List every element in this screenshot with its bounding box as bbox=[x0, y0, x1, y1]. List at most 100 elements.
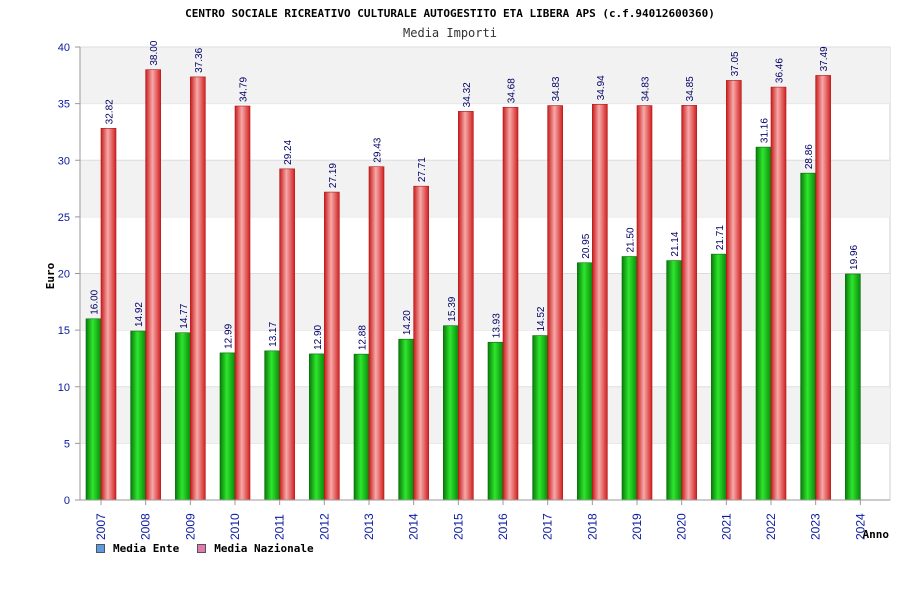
data-label: 34.94 bbox=[596, 75, 607, 100]
bar-media-ente-2014 bbox=[398, 338, 414, 501]
bar-media-nazionale-2019 bbox=[636, 105, 653, 501]
bar-media-ente-2012 bbox=[309, 353, 325, 501]
y-tick-label: 25 bbox=[58, 212, 70, 224]
bar-media-nazionale-2020 bbox=[681, 105, 697, 501]
data-label: 19.96 bbox=[849, 244, 860, 269]
bar-media-ente-2022 bbox=[755, 146, 772, 501]
bar-media-nazionale-2023 bbox=[815, 75, 831, 501]
data-label: 14.77 bbox=[179, 303, 190, 328]
legend-item-media-ente: Media Ente bbox=[96, 542, 179, 555]
y-axis-label: Euro bbox=[44, 262, 57, 289]
y-tick-label: 30 bbox=[58, 155, 70, 167]
data-label: 34.68 bbox=[507, 78, 518, 103]
x-axis: 2007 2008 2009 2010 2011 2012 2013 2014 2015 2016… bbox=[80, 499, 890, 540]
legend-swatch-icon bbox=[96, 544, 105, 553]
grid-band bbox=[80, 273, 890, 331]
legend-label: Media Nazionale bbox=[214, 542, 314, 555]
bar-media-ente-2013 bbox=[353, 353, 370, 501]
y-tick-label: 5 bbox=[64, 438, 70, 450]
plot-background bbox=[79, 46, 891, 501]
y-tick-label: 35 bbox=[58, 99, 70, 111]
data-label: 34.83 bbox=[551, 76, 562, 101]
data-label: 29.24 bbox=[283, 139, 294, 164]
bar-media-ente-2021 bbox=[711, 253, 727, 501]
data-label: 13.17 bbox=[268, 321, 279, 346]
x-tick-label: 2022 bbox=[764, 513, 778, 540]
data-label: 32.82 bbox=[105, 99, 116, 124]
data-label: 12.90 bbox=[313, 324, 324, 349]
data-label: 27.71 bbox=[417, 157, 428, 182]
x-tick-label: 2008 bbox=[139, 513, 153, 540]
data-label: 34.85 bbox=[685, 76, 696, 101]
data-label: 14.20 bbox=[402, 310, 413, 335]
data-label: 21.14 bbox=[670, 231, 681, 256]
bar-media-nazionale-2016 bbox=[502, 106, 519, 501]
data-label: 15.39 bbox=[447, 296, 458, 321]
bar-media-ente-2016 bbox=[487, 341, 504, 501]
bar-media-ente-2015 bbox=[443, 325, 459, 501]
chart-subtitle: Media Importi bbox=[403, 26, 497, 40]
x-tick-label: 2015 bbox=[451, 513, 465, 540]
data-label: 37.49 bbox=[819, 46, 830, 71]
legend-item-media-nazionale: Media Nazionale bbox=[197, 542, 314, 555]
data-label: 27.19 bbox=[328, 163, 339, 188]
bar-media-ente-2017 bbox=[532, 335, 548, 501]
y-tick-label: 15 bbox=[58, 325, 70, 337]
bar-media-nazionale-2017 bbox=[547, 105, 563, 501]
bar-media-nazionale-2022 bbox=[770, 86, 787, 501]
legend: Media Ente Media Nazionale bbox=[96, 542, 314, 555]
x-tick-label: 2024 bbox=[853, 513, 867, 540]
bar-media-nazionale-2018 bbox=[592, 104, 608, 501]
bar-media-ente-2020 bbox=[666, 260, 682, 501]
data-label: 12.99 bbox=[224, 323, 235, 348]
bar-media-nazionale-2009 bbox=[190, 76, 206, 501]
bar-media-ente-2011 bbox=[264, 350, 280, 501]
bar-media-ente-2009 bbox=[175, 332, 191, 501]
grid-band bbox=[80, 47, 890, 104]
data-label: 29.43 bbox=[373, 137, 384, 162]
bar-media-nazionale-2015 bbox=[458, 111, 474, 501]
data-label: 12.88 bbox=[358, 325, 369, 350]
legend-label: Media Ente bbox=[113, 542, 180, 555]
bar-media-nazionale-2012 bbox=[324, 191, 340, 501]
bar-media-ente-2018 bbox=[577, 262, 593, 501]
x-tick-label: 2016 bbox=[496, 513, 510, 540]
x-tick-label: 2011 bbox=[273, 514, 287, 540]
data-label: 34.32 bbox=[462, 82, 473, 107]
data-label: 21.71 bbox=[715, 225, 726, 250]
bar-media-nazionale-2011 bbox=[279, 168, 295, 501]
bar-media-nazionale-2021 bbox=[726, 80, 742, 501]
x-tick-label: 2020 bbox=[675, 513, 689, 540]
x-tick-label: 2017 bbox=[541, 513, 555, 540]
data-label: 34.83 bbox=[641, 76, 652, 101]
x-tick-label: 2009 bbox=[183, 513, 197, 540]
data-label: 38.00 bbox=[149, 40, 160, 65]
x-tick-label: 2012 bbox=[317, 513, 331, 540]
bar-media-ente-2019 bbox=[621, 256, 638, 501]
y-tick-label: 0 bbox=[64, 495, 70, 507]
bar-media-nazionale-2010 bbox=[234, 105, 251, 501]
bar-media-nazionale-2007 bbox=[100, 128, 117, 501]
data-label: 21.50 bbox=[626, 227, 637, 252]
data-label: 37.05 bbox=[730, 51, 741, 76]
x-tick-label: 2007 bbox=[94, 513, 108, 540]
data-label: 20.95 bbox=[581, 233, 592, 258]
grid-band bbox=[80, 160, 890, 217]
bar-media-ente-2007 bbox=[85, 318, 102, 501]
legend-swatch-icon bbox=[197, 544, 207, 553]
data-label: 14.52 bbox=[536, 306, 547, 331]
y-tick-label: 40 bbox=[58, 42, 70, 54]
data-label: 13.93 bbox=[492, 313, 503, 338]
x-tick-label: 2021 bbox=[719, 513, 733, 540]
bar-media-nazionale-2014 bbox=[413, 185, 429, 501]
x-tick-label: 2010 bbox=[228, 513, 242, 540]
x-tick-label: 2023 bbox=[809, 513, 823, 540]
chart-title: CENTRO SOCIALE RICREATIVO CULTURALE AUTO… bbox=[185, 7, 715, 20]
y-tick-label: 10 bbox=[58, 382, 70, 394]
bar-media-ente-2023 bbox=[800, 172, 816, 501]
data-label: 37.36 bbox=[194, 47, 205, 72]
data-label: 31.16 bbox=[760, 118, 771, 143]
bars-group: 16.00 32.82 14.92 38.00 14.77 37.36 12.99 34.79… bbox=[85, 40, 861, 501]
x-tick-label: 2018 bbox=[585, 513, 599, 540]
